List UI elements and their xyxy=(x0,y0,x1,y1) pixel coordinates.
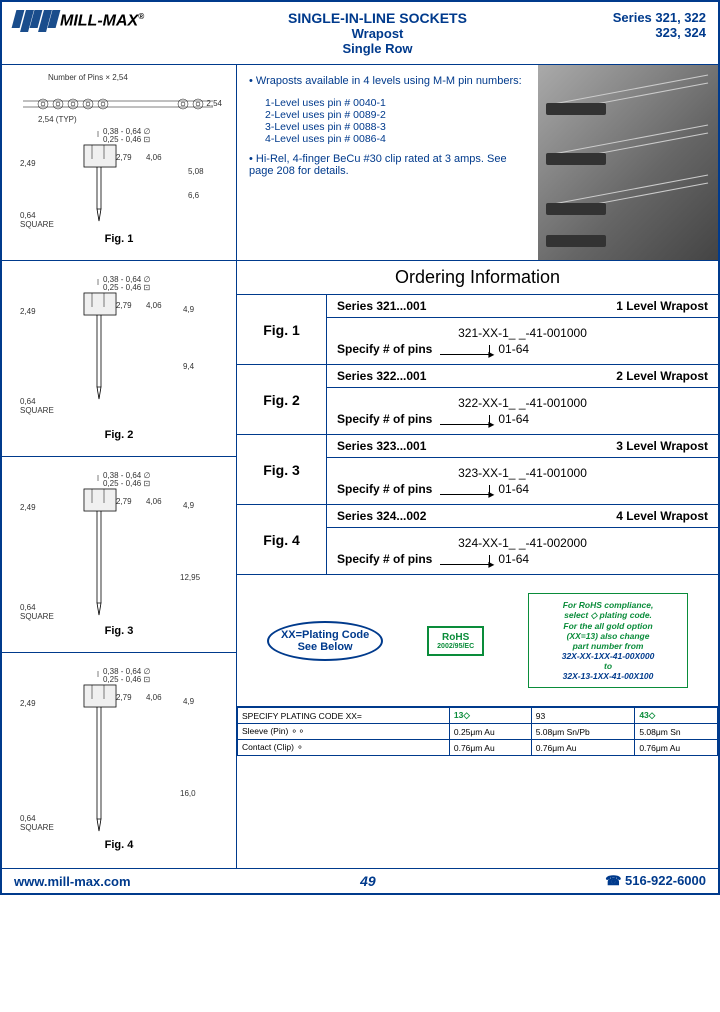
header: MILL-MAX® SINGLE-IN-LINE SOCKETS Wrapost… xyxy=(2,2,718,64)
order-row-2: Fig. 2Series 322...0012 Level Wrapost322… xyxy=(237,365,718,435)
main-content: Number of Pins × 2,54 2,54 2,54 (TYP) xyxy=(2,64,718,868)
info-row: • Wraposts available in 4 levels using M… xyxy=(237,65,718,261)
order-fig-label: Fig. 4 xyxy=(237,505,327,574)
logo-text: MILL-MAX® xyxy=(60,12,144,30)
figures-column: Number of Pins × 2,54 2,54 2,54 (TYP) xyxy=(2,65,237,868)
order-row-1: Fig. 1Series 321...0011 Level Wrapost321… xyxy=(237,295,718,365)
rohs-badge: RoHS 2002/95/EC xyxy=(427,626,484,656)
footer-url: www.mill-max.com xyxy=(14,874,131,889)
order-row-4: Fig. 4Series 324...0024 Level Wrapost324… xyxy=(237,505,718,575)
rohs-note: For RoHS compliance, select ◇ plating co… xyxy=(528,593,688,688)
datasheet-page: MILL-MAX® SINGLE-IN-LINE SOCKETS Wrapost… xyxy=(0,0,720,895)
plating-table: SPECIFY PLATING CODE XX= 13◇ 93 43◇ Slee… xyxy=(237,707,718,756)
series-label: Series 321, 322 323, 324 xyxy=(576,10,706,40)
figure-4: 0,38 - 0,64 ∅ 0,25 - 0,46 ⊡ 2,49 2,79 xyxy=(2,653,236,868)
footer: www.mill-max.com 49 ☎ 516-922-6000 xyxy=(2,868,718,893)
order-fig-label: Fig. 1 xyxy=(237,295,327,364)
figure-3: 0,38 - 0,64 ∅ 0,25 - 0,46 ⊡ 2,49 2,79 xyxy=(2,457,236,653)
order-fig-label: Fig. 3 xyxy=(237,435,327,504)
right-column: • Wraposts available in 4 levels using M… xyxy=(237,65,718,868)
product-photo xyxy=(538,65,718,260)
page-title: SINGLE-IN-LINE SOCKETS Wrapost Single Ro… xyxy=(179,10,576,56)
figure-1: Number of Pins × 2,54 2,54 2,54 (TYP) xyxy=(2,65,236,261)
order-fig-label: Fig. 2 xyxy=(237,365,327,434)
footer-phone: ☎ 516-922-6000 xyxy=(605,873,706,889)
plating-code-badge: XX=Plating Code See Below xyxy=(267,621,383,661)
page-number: 49 xyxy=(360,873,376,889)
figure-2: 0,38 - 0,64 ∅ 0,25 - 0,46 ⊡ 2,49 2,79 xyxy=(2,261,236,457)
ordering-rows: Fig. 1Series 321...0011 Level Wrapost321… xyxy=(237,295,718,575)
logo-area: MILL-MAX® xyxy=(14,10,179,32)
ordering-header: Ordering Information xyxy=(237,261,718,295)
compliance-row: XX=Plating Code See Below RoHS 2002/95/E… xyxy=(237,575,718,707)
order-row-3: Fig. 3Series 323...0013 Level Wrapost323… xyxy=(237,435,718,505)
info-box: • Wraposts available in 4 levels using M… xyxy=(237,65,538,260)
